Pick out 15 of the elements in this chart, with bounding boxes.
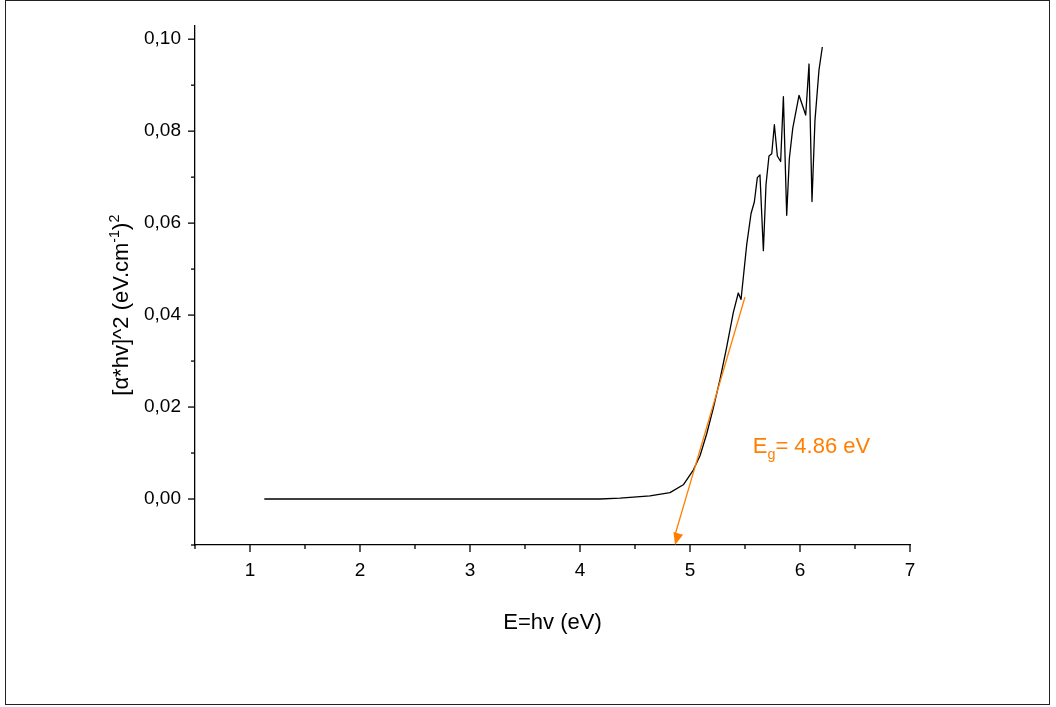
- x-tick-label: 2: [354, 558, 366, 580]
- x-tick-label: 6: [794, 558, 806, 580]
- y-tick-label: 0,08: [144, 119, 181, 141]
- y-axis-title: [α*hv]^2 (eV.cm-1)2: [106, 214, 133, 396]
- y-tick-label: 0,10: [144, 27, 181, 49]
- x-tick-label: 5: [684, 558, 696, 580]
- x-tick-label: 1: [244, 558, 256, 580]
- y-tick-label: 0,04: [144, 303, 182, 325]
- x-tick-label: 3: [464, 558, 476, 580]
- x-axis-title: E=hv (eV): [503, 609, 602, 634]
- x-tick-label: 4: [574, 558, 586, 580]
- x-tick-label: 7: [904, 558, 916, 580]
- y-tick-label: 0,06: [144, 211, 181, 233]
- y-tick-label: 0,00: [144, 487, 181, 509]
- y-tick-label: 0,02: [144, 395, 181, 417]
